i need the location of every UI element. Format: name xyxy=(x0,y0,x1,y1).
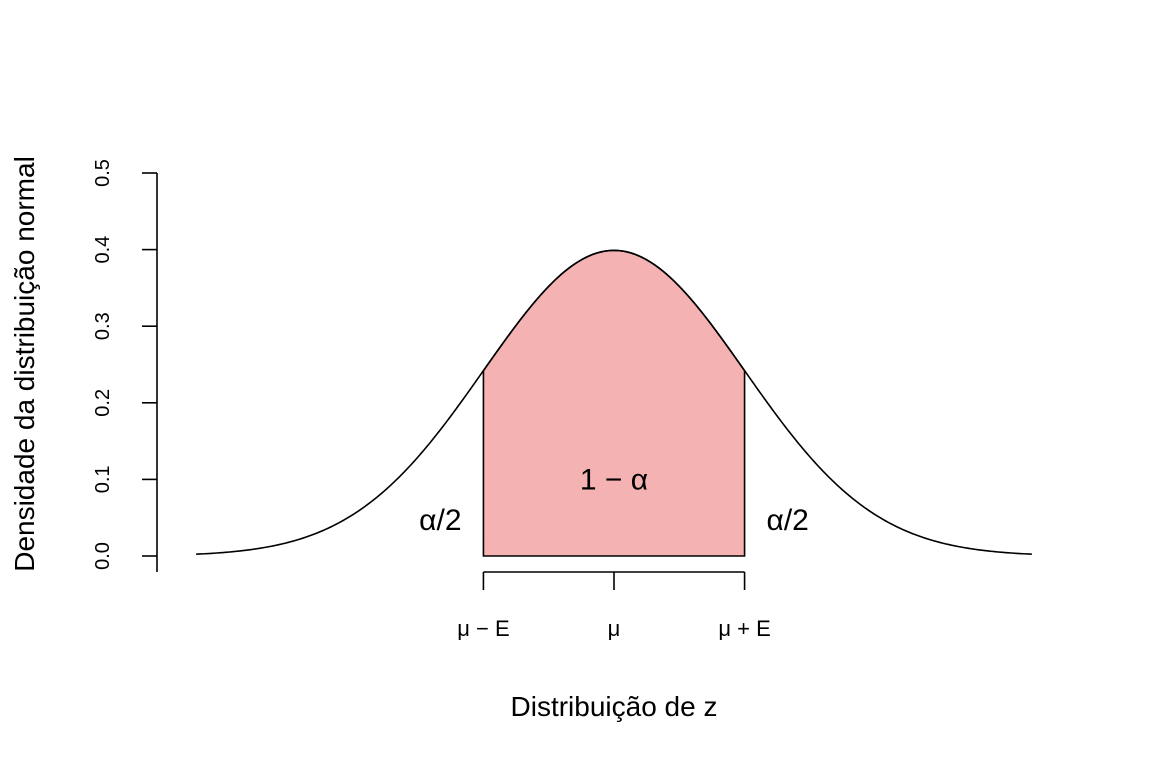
y-tick-label: 0.2 xyxy=(92,389,114,417)
shaded-region xyxy=(482,249,746,557)
annotation-label: 1 − α xyxy=(580,463,648,496)
x-tick-label: μ + E xyxy=(718,616,770,641)
x-axis: μ − E μ μ + E xyxy=(457,571,771,641)
density-curve xyxy=(196,249,1032,555)
y-tick-label: 0.3 xyxy=(92,312,114,340)
y-axis: 0.0 0.1 0.2 0.3 0.4 0.5 xyxy=(92,159,158,572)
shaded-region-layer xyxy=(482,249,746,557)
x-tick-label: μ − E xyxy=(457,616,509,641)
annotation-label: α/2 xyxy=(766,504,808,537)
curve-layer xyxy=(196,249,1032,555)
y-tick-label: 0.1 xyxy=(92,465,114,493)
y-tick-label: 0.4 xyxy=(92,236,114,264)
y-tick-label: 0.0 xyxy=(92,542,114,570)
y-axis-title: Densidade da distribuição normal xyxy=(9,156,40,572)
x-tick-label: μ xyxy=(608,616,621,641)
annotation-label: α/2 xyxy=(419,504,461,537)
y-tick-label: 0.5 xyxy=(92,159,114,187)
annotations-layer: 1 − α α/2 α/2 xyxy=(419,463,809,537)
x-axis-title: Distribuição de z xyxy=(511,691,718,722)
